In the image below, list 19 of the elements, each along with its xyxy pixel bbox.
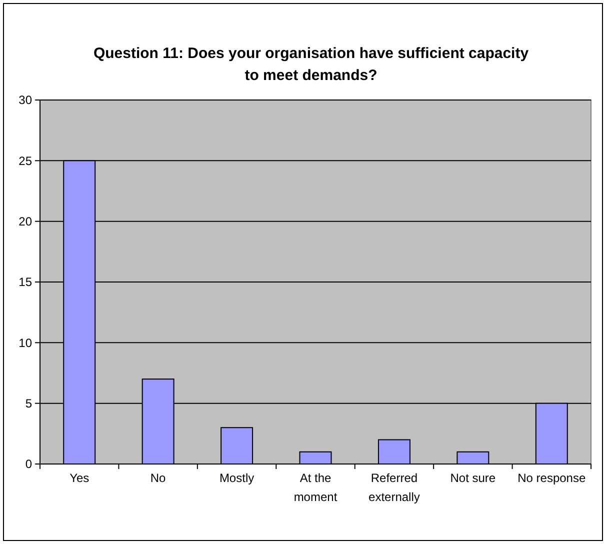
bar — [378, 439, 410, 464]
y-tick-label: 15 — [18, 275, 32, 290]
bar — [299, 451, 332, 464]
y-tick-label: 5 — [25, 396, 32, 411]
bar — [220, 427, 254, 464]
y-tick-label: 30 — [18, 93, 32, 108]
x-tick-label: Not sure — [450, 471, 496, 485]
bar — [456, 451, 490, 464]
chart-title: Question 11: Does your organisation have sufficient capacity to meet demands? — [93, 45, 530, 84]
y-tick-label: 20 — [18, 214, 32, 229]
x-tick-label: At the moment — [294, 471, 338, 504]
x-tick-label: No — [150, 471, 166, 485]
y-tick-label: 10 — [18, 336, 32, 350]
y-tick-label: 25 — [18, 154, 32, 168]
x-tick-label: Yes — [70, 471, 90, 485]
x-tick-label: Mostly — [219, 471, 254, 485]
x-tick-label: Referred externally — [368, 471, 420, 504]
y-tick-label: 0 — [25, 457, 32, 472]
x-tick-label: No response — [518, 471, 586, 485]
